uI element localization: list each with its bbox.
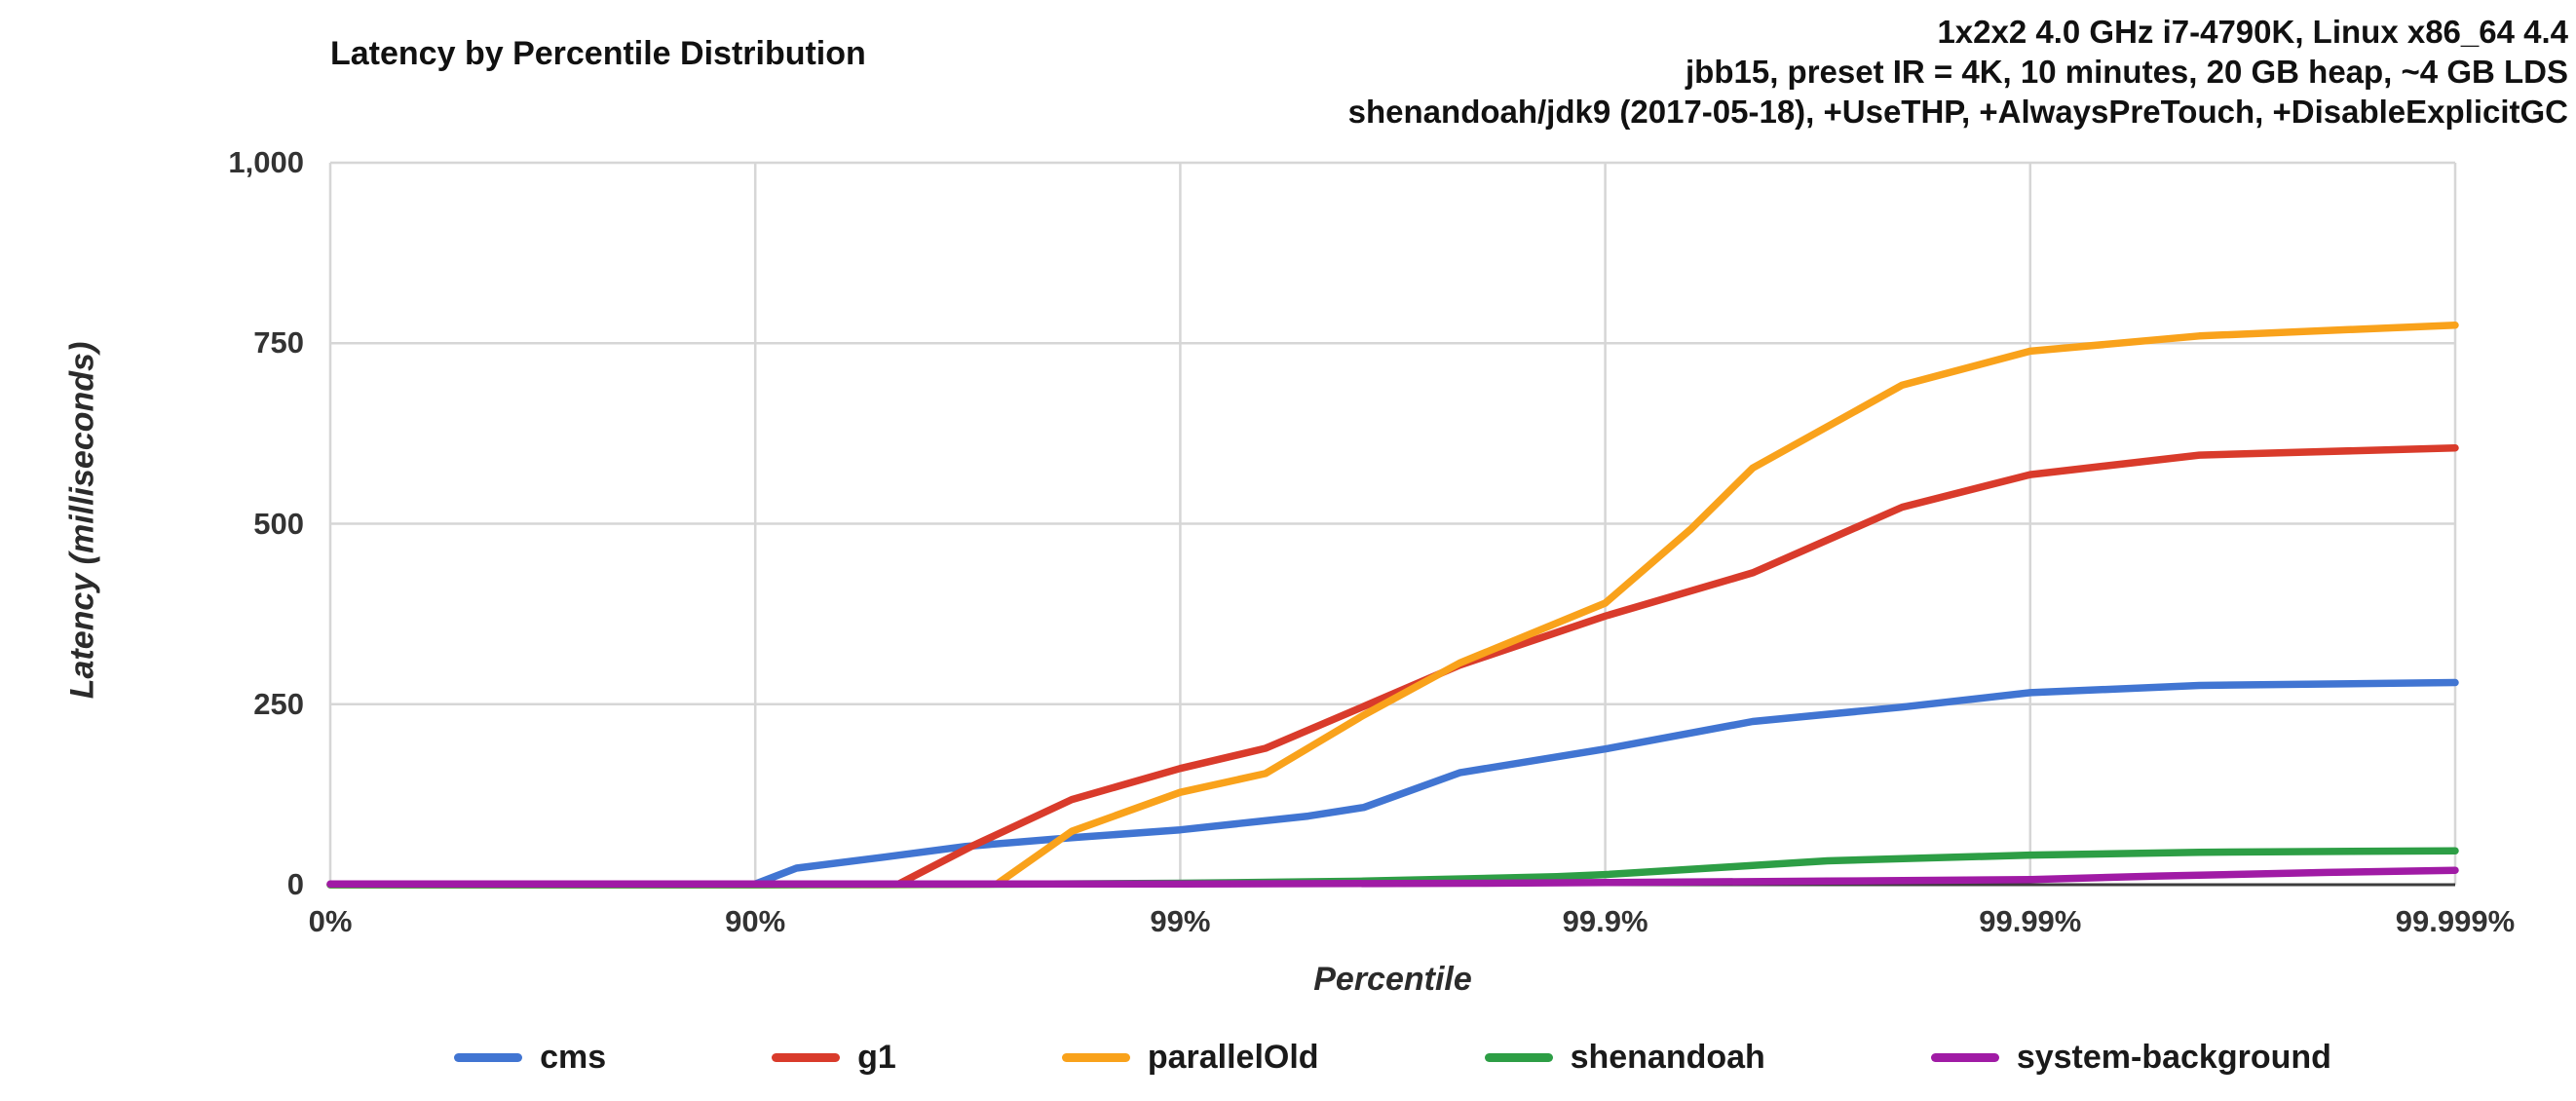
series-line-system-background [326, 866, 2459, 889]
chart-title: Latency by Percentile Distribution [330, 35, 866, 72]
legend-label: g1 [857, 1039, 896, 1076]
x-tick-label: 0% [308, 904, 353, 938]
chart-notes: 1x2x2 4.0 GHz i7-4790K, Linux x86_64 4.4… [1348, 12, 2568, 132]
legend-label: parallelOld [1147, 1039, 1319, 1076]
x-tick-label: 99.999% [2395, 904, 2516, 938]
x-tick-label: 99% [1150, 904, 1211, 938]
y-tick-label: 750 [253, 325, 304, 361]
y-tick-label: 500 [253, 506, 304, 541]
y-tick-label: 0 [286, 867, 304, 901]
legend-swatch-shenandoah [1484, 1053, 1553, 1062]
x-tick-label: 90% [725, 904, 786, 938]
legend: cms g1 parallelOld shenandoah system-backgro… [330, 1039, 2455, 1077]
series-line-g1 [326, 443, 2459, 889]
legend-swatch-system-background [1930, 1053, 1999, 1062]
legend-item-cms: cms [454, 1039, 606, 1077]
legend-swatch-cms [454, 1053, 523, 1062]
x-tick-label: 99.9% [1562, 904, 1648, 938]
legend-swatch-g1 [772, 1053, 841, 1062]
y-tick-label: 250 [253, 686, 304, 721]
note-line: jbb15, preset IR = 4K, 10 minutes, 20 GB… [1686, 54, 2568, 90]
legend-item-shenandoah: shenandoah [1484, 1039, 1765, 1077]
legend-label: system-background [2016, 1039, 2331, 1076]
note-line: shenandoah/jdk9 (2017-05-18), +UseTHP, +… [1347, 94, 2568, 130]
legend-item-g1: g1 [772, 1039, 896, 1077]
legend-item-parallelOld: parallelOld [1061, 1039, 1319, 1077]
legend-label: cms [540, 1039, 607, 1076]
legend-label: shenandoah [1570, 1039, 1765, 1076]
legend-item-system-background: system-background [1930, 1039, 2331, 1077]
x-tick-label: 99.99% [1979, 904, 2082, 938]
x-axis-title: Percentile [1313, 961, 1472, 998]
y-tick-label: 1,000 [228, 145, 304, 179]
legend-swatch-parallelOld [1061, 1053, 1130, 1062]
note-line: 1x2x2 4.0 GHz i7-4790K, Linux x86_64 4.4 [1937, 14, 2568, 50]
